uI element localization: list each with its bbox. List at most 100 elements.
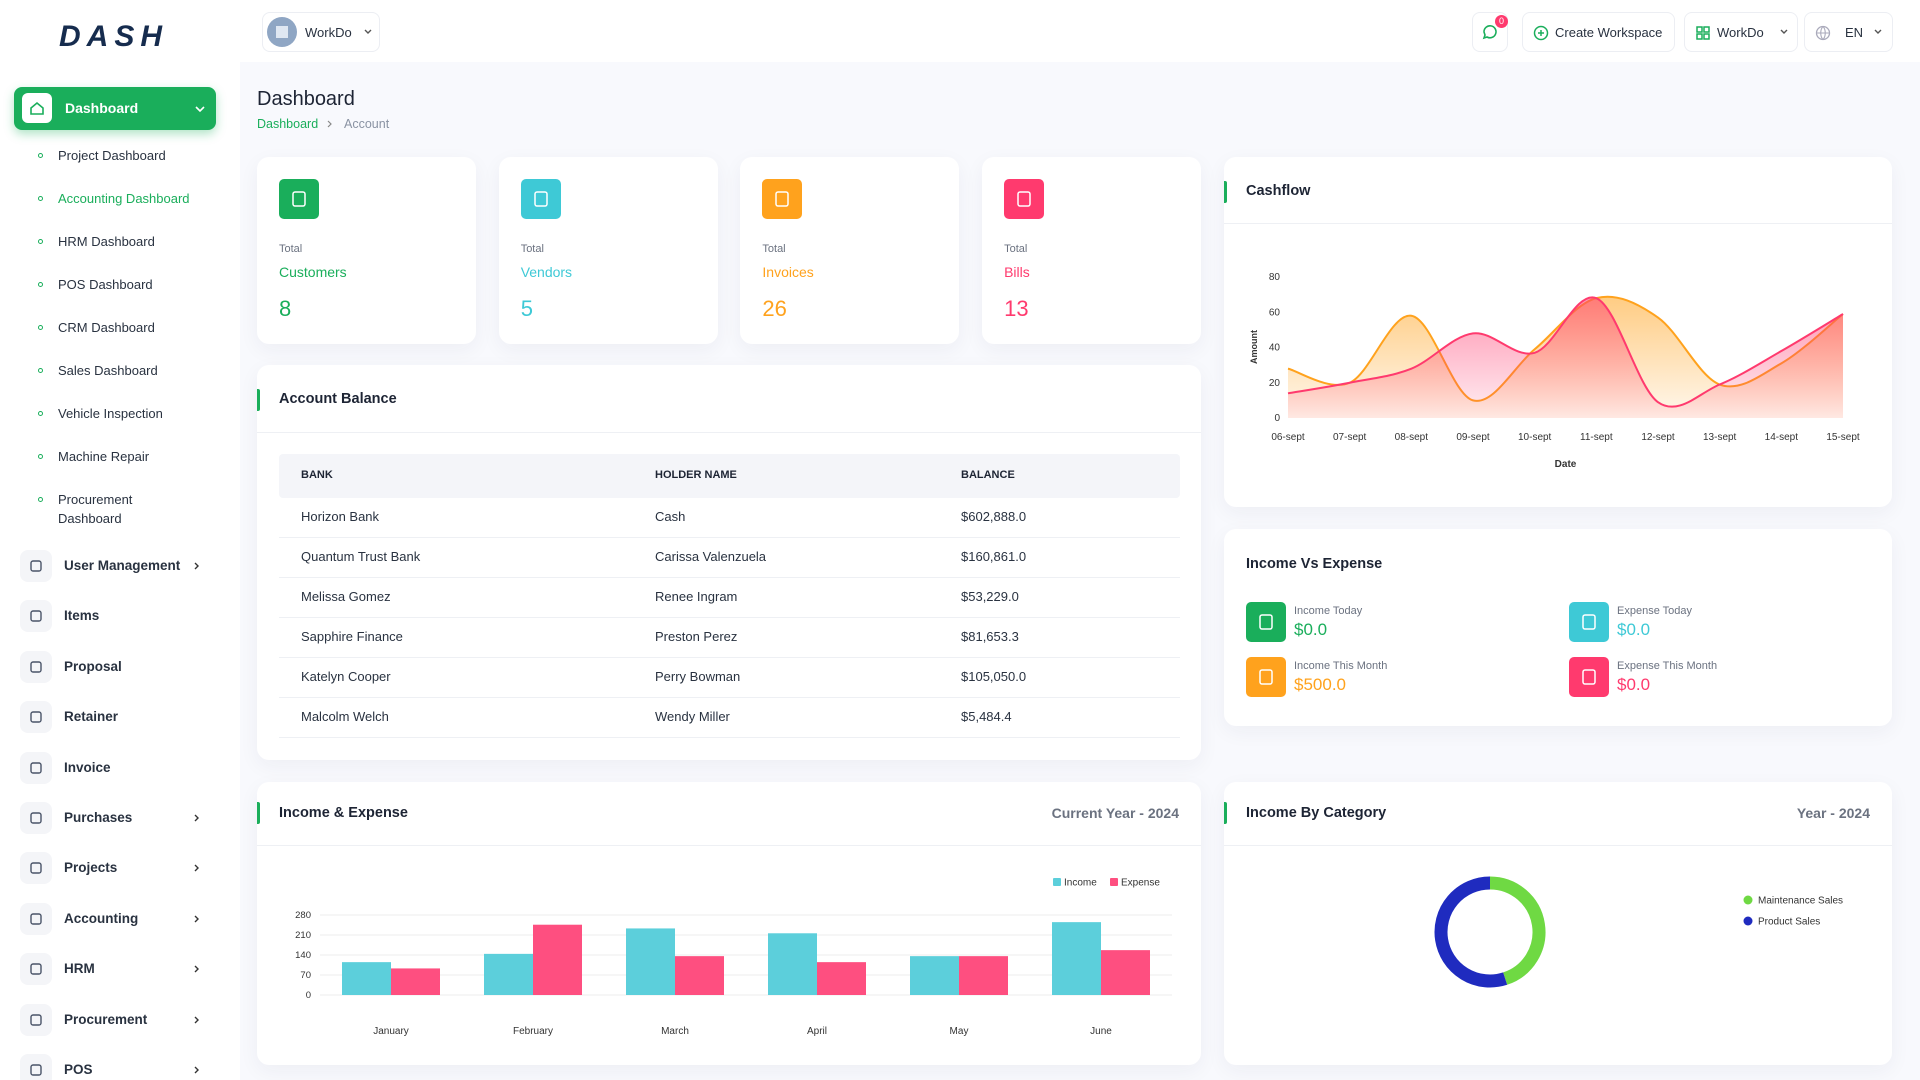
notification-badge: 0 xyxy=(1495,15,1508,28)
item-icon xyxy=(1246,657,1286,697)
menu-label: User Management xyxy=(64,558,181,573)
submenu-item[interactable]: Sales Dashboard xyxy=(38,361,190,380)
workspace-menu[interactable]: WorkDo xyxy=(1684,12,1798,52)
income-expense-chart: 0 70 140 210 280 January February March April May… xyxy=(295,878,1172,1037)
submenu-dot xyxy=(38,454,43,459)
menu-item[interactable]: HRM xyxy=(20,953,220,986)
legend-swatch xyxy=(1053,878,1061,886)
y-tick-label: 70 xyxy=(300,970,311,981)
menu-item[interactable]: Retainer xyxy=(20,701,220,734)
submenu-item[interactable]: Accounting Dashboard xyxy=(38,189,190,208)
card-title: Income By Category xyxy=(1246,805,1387,821)
page-title: Dashboard xyxy=(257,88,355,110)
legend-swatch xyxy=(1743,916,1753,926)
item-value: $500.0 xyxy=(1294,675,1346,694)
language-selector[interactable]: EN xyxy=(1804,12,1893,52)
chevron-shape xyxy=(194,1016,199,1024)
cashflow-card: Cashflow 0 20 40 60 80 06-sept 07-sept 08-sept 0… xyxy=(1224,157,1892,507)
icon-bg xyxy=(1569,602,1609,642)
menu-item[interactable]: Procurement xyxy=(20,1003,220,1036)
table-cell: Melissa Gomez xyxy=(301,589,391,604)
x-tick-label: June xyxy=(1090,1026,1112,1037)
chevron-shape xyxy=(194,1066,199,1074)
column-header: BANK xyxy=(301,469,333,481)
menu-item[interactable]: User Management xyxy=(20,550,220,582)
menu-item[interactable]: Items xyxy=(20,600,220,633)
menu-label: Dashboard xyxy=(65,100,139,116)
x-tick-label: 12-sept xyxy=(1641,432,1675,443)
submenu-item[interactable]: Vehicle Inspection xyxy=(38,404,190,423)
menu-label: Projects xyxy=(64,860,118,876)
x-tick-label: March xyxy=(661,1026,689,1037)
y-tick-label: 80 xyxy=(1269,272,1281,283)
item-icon xyxy=(1569,657,1609,697)
y-tick-label: 280 xyxy=(295,910,311,921)
stat-card: Total Customers 8 xyxy=(257,157,476,344)
submenu-item[interactable]: HRM Dashboard xyxy=(38,232,190,251)
table-cell: Katelyn Cooper xyxy=(301,669,391,684)
menu-label: Items xyxy=(64,608,100,624)
divider xyxy=(257,432,1201,433)
menu-item[interactable]: Purchases xyxy=(20,802,220,834)
icon-shape xyxy=(30,913,42,925)
globe-icon xyxy=(1815,25,1831,41)
submenu-label: Machine Repair xyxy=(58,449,150,464)
breadcrumb-link[interactable]: Dashboard xyxy=(257,117,319,131)
income-by-category-card: Income By Category Year - 2024 Maintenan… xyxy=(1224,782,1892,1065)
icon-bg xyxy=(1246,602,1286,642)
menu-item[interactable]: Proposal xyxy=(20,650,220,683)
y-tick-label: 140 xyxy=(295,950,311,961)
plus-icon xyxy=(1533,25,1549,41)
menu-label: Procurement xyxy=(64,1011,148,1027)
legend-label: Expense xyxy=(1121,878,1160,889)
submenu-item[interactable]: Procurement Dashboard xyxy=(38,490,190,528)
income-vs-expense-card: Income Vs Expense Income Today $0.0 Expens… xyxy=(1224,529,1892,726)
chevron-shape xyxy=(194,965,199,973)
menu-label: POS xyxy=(64,1062,93,1077)
bar xyxy=(626,928,675,995)
menu-icon xyxy=(20,701,52,734)
submenu-dot xyxy=(38,325,43,330)
submenu-item[interactable]: CRM Dashboard xyxy=(38,318,190,337)
submenu-item[interactable]: Project Dashboard xyxy=(38,146,190,165)
table-cell: Horizon Bank xyxy=(301,509,380,524)
menu-icon xyxy=(20,902,52,935)
create-workspace-button[interactable]: Create Workspace xyxy=(1522,12,1675,52)
income-by-category-chart: Maintenance Sales Product Sales xyxy=(1434,876,1843,988)
notifications-button[interactable]: 0 xyxy=(1472,12,1508,52)
menu-item[interactable]: POS xyxy=(20,1054,220,1080)
menu-icon xyxy=(20,802,52,834)
stat-value: 5 xyxy=(520,296,533,321)
active-menu-item[interactable]: Dashboard xyxy=(14,87,216,130)
chevron xyxy=(194,915,199,923)
row-divider xyxy=(279,577,1180,578)
submenu-label: Accounting Dashboard xyxy=(58,191,190,206)
line xyxy=(1287,296,1844,408)
chevron xyxy=(194,864,199,872)
y-tick-label: 20 xyxy=(1269,378,1281,389)
menu-label: Purchases xyxy=(64,810,133,825)
chat-icon xyxy=(1482,25,1497,40)
menu-item[interactable]: Projects xyxy=(20,852,220,885)
menu-item[interactable]: Invoice xyxy=(20,751,220,784)
submenu-item[interactable]: POS Dashboard xyxy=(38,275,190,294)
submenu-item[interactable]: Machine Repair xyxy=(38,447,190,466)
title-accent xyxy=(257,389,260,411)
menu-item[interactable]: Accounting xyxy=(20,902,220,935)
icon-shape xyxy=(1582,669,1596,685)
chevron xyxy=(194,1016,199,1024)
workspace-selector[interactable]: WorkDo xyxy=(262,12,380,52)
chevron xyxy=(194,965,199,973)
stat-caption: Total xyxy=(1004,243,1028,255)
menu-icon xyxy=(20,650,52,683)
submenu-dot xyxy=(38,153,43,158)
icon-shape xyxy=(1582,614,1596,630)
item-label: Expense Today xyxy=(1617,605,1693,617)
menu-icon xyxy=(20,600,52,633)
icon-shape xyxy=(1259,669,1273,685)
logo[interactable]: DASH xyxy=(59,20,169,53)
chevron xyxy=(194,814,199,822)
x-axis-label: Date xyxy=(1555,459,1577,470)
stat-icon xyxy=(762,179,803,219)
stat-card: Total Invoices 26 xyxy=(740,157,960,344)
